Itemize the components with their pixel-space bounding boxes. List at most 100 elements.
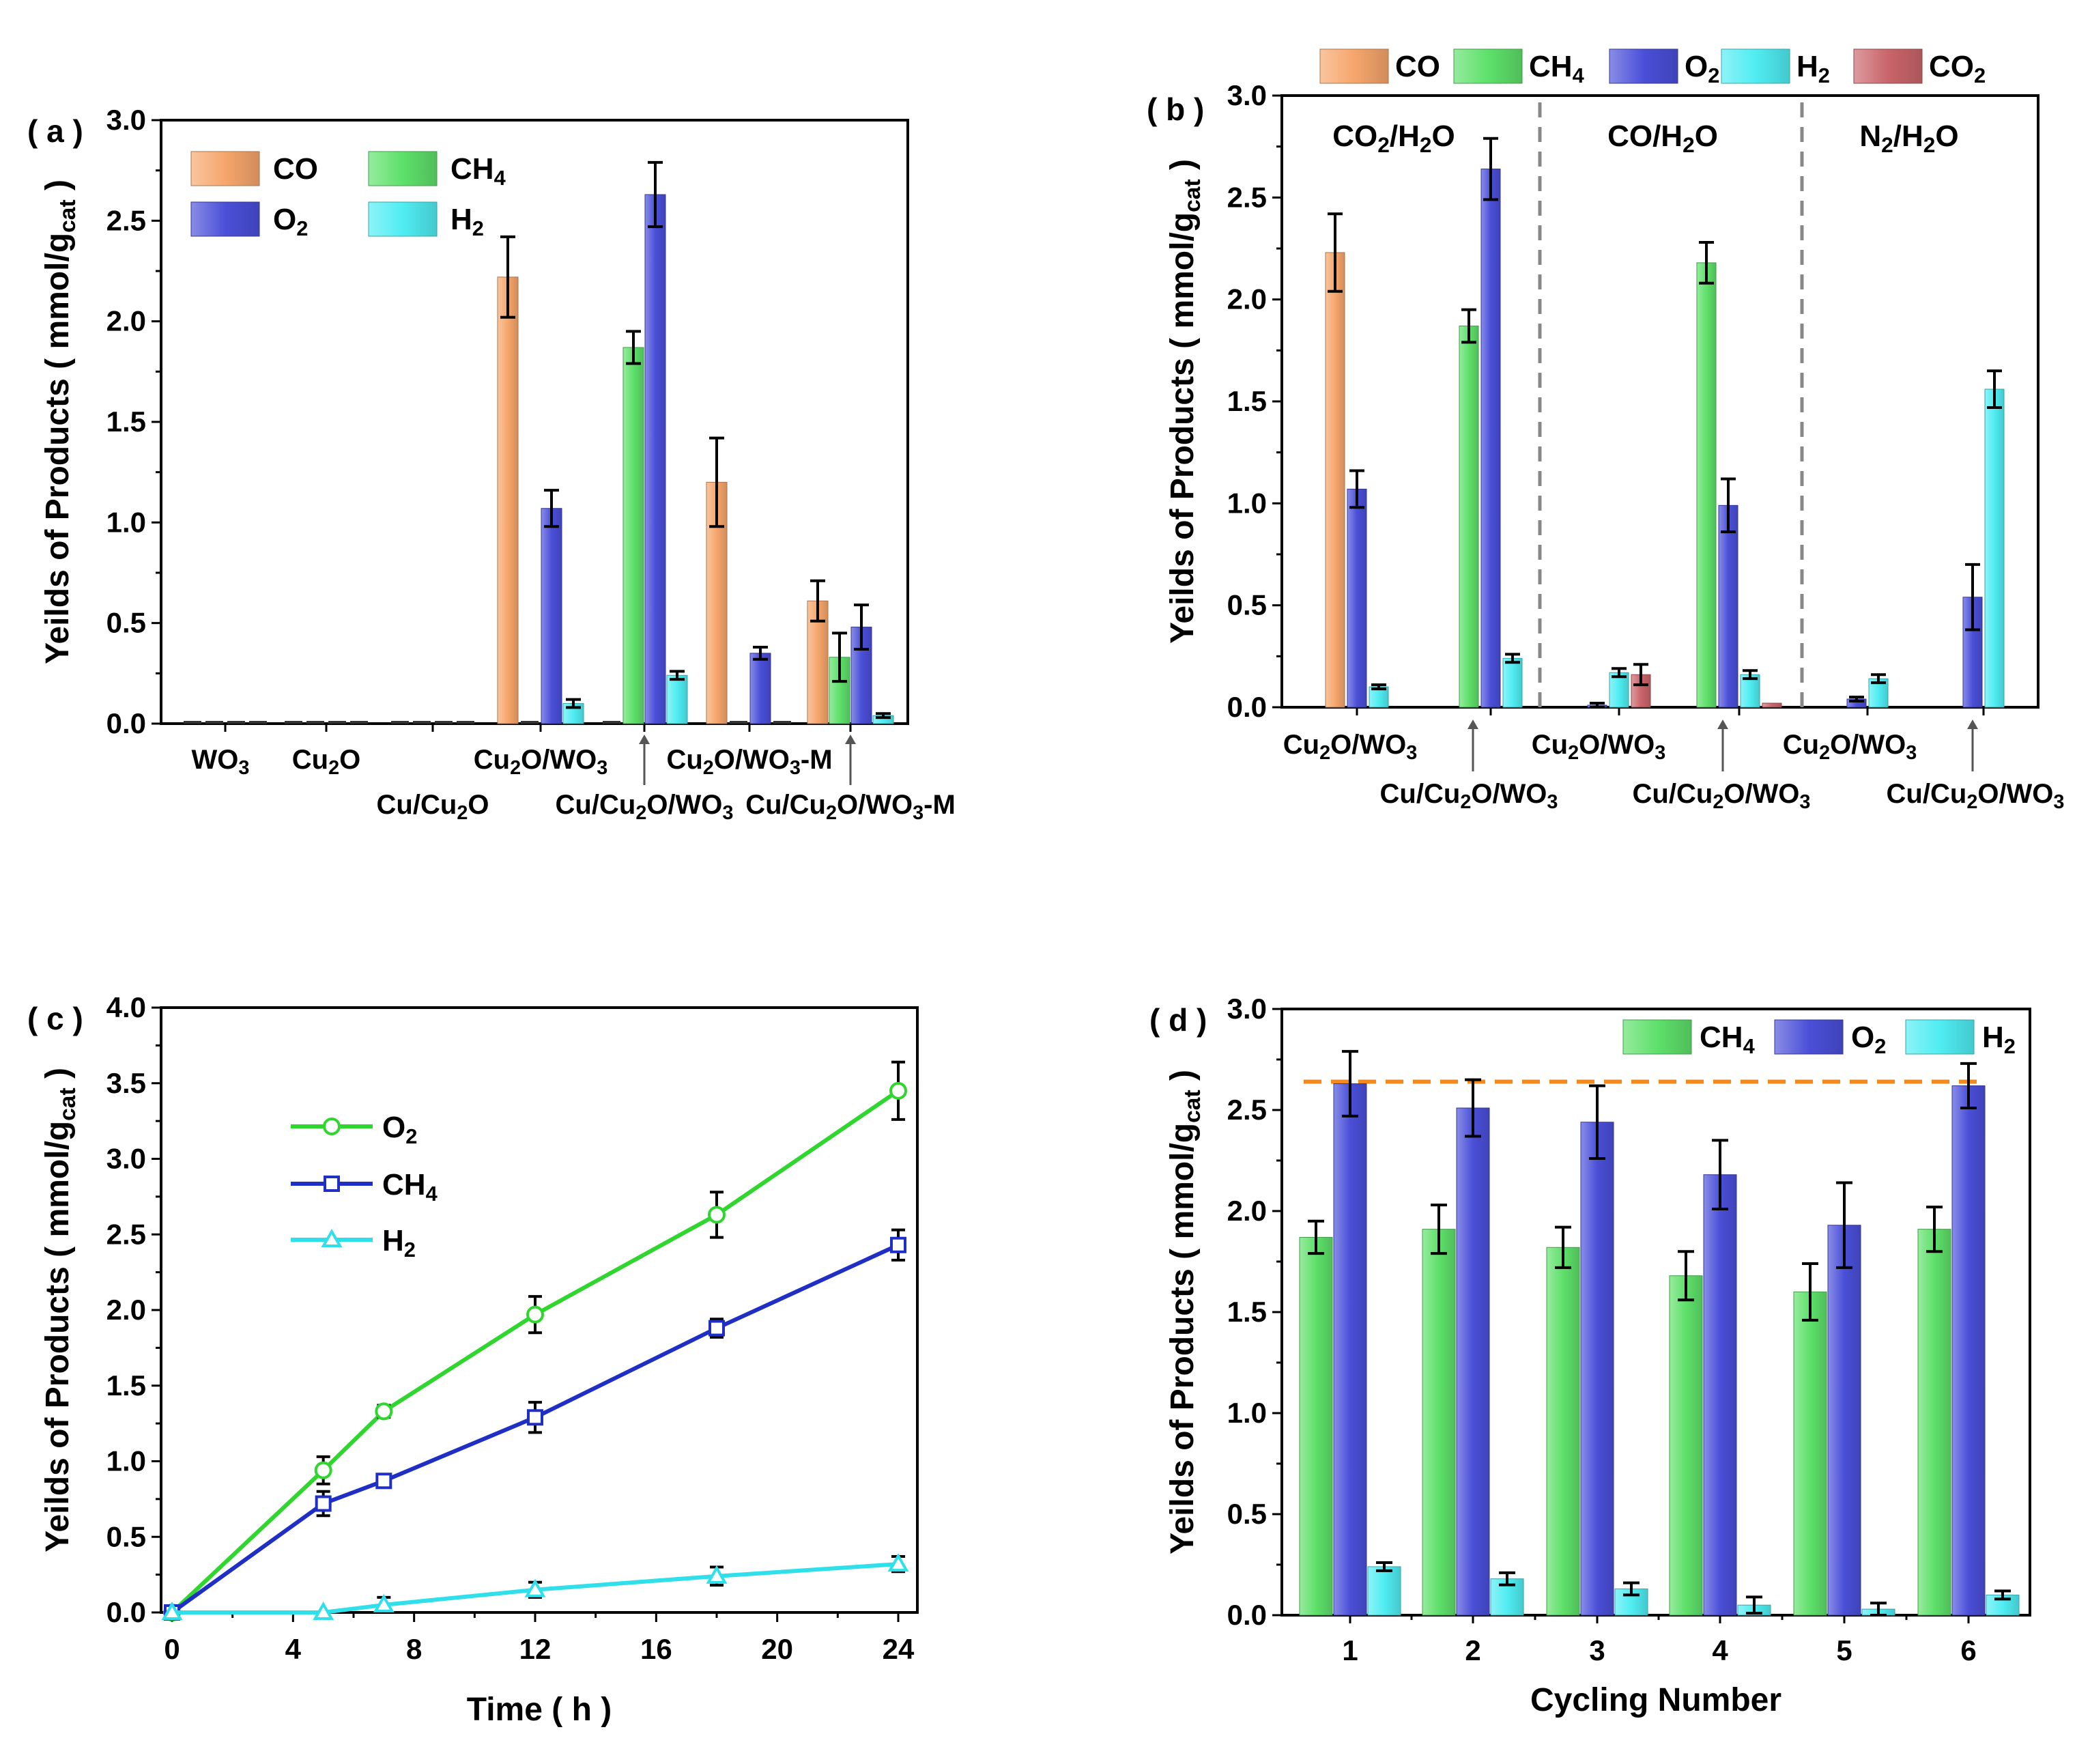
y-tick-label: 0.0 <box>1227 691 1267 723</box>
text-part: 2 <box>1713 791 1723 813</box>
bar-o2 <box>1827 1225 1861 1616</box>
text-part: 3 <box>1406 742 1417 764</box>
y-tick-label: 2.0 <box>106 305 146 337</box>
y-tick-label: 1.0 <box>1227 1397 1267 1429</box>
bar-o2 <box>1718 504 1738 708</box>
text-part: 2 <box>457 802 468 824</box>
y-axis-title-main: Yeilds of Products ( mmol/g <box>40 1121 76 1552</box>
text-part: -M <box>801 745 833 775</box>
legend: CH4 O2 H2 <box>1622 1019 2016 1058</box>
text-part: Cu/Cu <box>1633 779 1713 809</box>
text-part: /H <box>1893 119 1923 153</box>
panel-label: ( d ) <box>1149 1002 1207 1038</box>
legend-text: O <box>273 203 296 236</box>
text-part: O/WO <box>1579 730 1655 760</box>
legend-swatch-o2 <box>1609 48 1678 84</box>
x-tick-label: 20 <box>761 1633 793 1665</box>
legend-sub: 2 <box>1708 63 1719 87</box>
legend-text: H <box>382 1224 404 1257</box>
y-tick-label: 3.5 <box>106 1067 146 1099</box>
bar-o2 <box>541 508 562 724</box>
legend-sub: 2 <box>405 1124 417 1148</box>
data-point <box>527 1409 543 1426</box>
y-tick-label: 1.5 <box>1227 385 1267 417</box>
bar-ch4 <box>1669 1275 1703 1616</box>
text-part: 2 <box>510 757 521 779</box>
legend-label: O2 <box>273 203 308 240</box>
text-part: Cu/Cu <box>556 790 636 820</box>
bar-h2 <box>666 674 688 724</box>
series-line <box>172 1562 899 1614</box>
text-part: O/WO <box>1471 779 1547 809</box>
y-tick-label: 2.5 <box>106 1218 146 1250</box>
text-part: O/WO <box>1330 730 1406 760</box>
series-o2 <box>163 1060 907 1621</box>
x-tick-label: 24 <box>883 1633 915 1665</box>
legend-sub: 4 <box>426 1182 438 1206</box>
category-label: Cu/Cu2O/WO3 <box>1633 779 1811 813</box>
x-tick-label: 4 <box>1712 1634 1728 1666</box>
legend-label: CO <box>273 152 318 186</box>
text-part: 2 <box>1881 132 1893 157</box>
data-point <box>315 1495 332 1512</box>
panel-label: ( c ) <box>27 1001 83 1036</box>
text-part: O <box>1935 119 1958 153</box>
legend-text: CO <box>273 152 318 186</box>
legend-swatch-o2 <box>190 201 260 237</box>
legend-text: CH <box>382 1168 426 1201</box>
text-part: O <box>468 790 489 820</box>
y-axis-title-end: ) <box>40 1068 76 1087</box>
legend-text: CH <box>450 152 494 186</box>
text-part: O <box>339 745 360 775</box>
text-part: O <box>1695 119 1718 153</box>
x-tick-label: 6 <box>1960 1634 1976 1666</box>
text-part: 2 <box>1568 742 1579 764</box>
bar-ch4 <box>1546 1247 1580 1616</box>
data-point <box>375 1473 392 1490</box>
legend-label: H2 <box>1982 1021 2016 1058</box>
y-tick-label: 0.0 <box>106 1596 146 1628</box>
bar-o2 <box>644 194 666 724</box>
panel-label: ( b ) <box>1147 91 1204 127</box>
y-tick-label: 3.0 <box>106 1143 146 1175</box>
data-point <box>890 1236 906 1253</box>
data-point <box>708 1206 726 1224</box>
text-part: /H <box>1390 119 1420 153</box>
bar-co <box>1325 252 1345 708</box>
y-tick-label: 1.5 <box>106 1369 146 1402</box>
text-part: 3 <box>597 757 607 779</box>
legend: CO CH4 O2 H2 CO2 <box>1319 48 1986 87</box>
bar-co <box>497 276 519 724</box>
y-axis-title-sub: cat <box>55 1087 81 1121</box>
text-part: Cu/Cu <box>745 790 826 820</box>
x-tick-label: 4 <box>285 1633 302 1665</box>
legend-marker <box>321 1228 343 1247</box>
y-tick-label: 1.0 <box>1227 487 1267 519</box>
category-label: Cu2O/WO3 <box>1283 730 1417 764</box>
y-axis-title-sub: cat <box>55 199 81 233</box>
text-part: -M <box>924 790 956 820</box>
y-tick-label: 2.0 <box>1227 283 1267 315</box>
category-label: WO3 <box>192 745 250 779</box>
section-title: CO2/H2O <box>1332 119 1455 157</box>
bar-o2 <box>1703 1174 1737 1616</box>
legend-label: O2 <box>382 1111 417 1148</box>
y-tick-label: 0.5 <box>106 607 146 639</box>
y-axis-title: Yeilds of Products ( mmol/gcat ) <box>1164 1070 1205 1554</box>
category-label: Cu/Cu2O/WO3 <box>1887 779 2065 813</box>
x-tick-label: 8 <box>406 1633 422 1665</box>
legend-text: H <box>1982 1021 2004 1054</box>
data-point <box>314 1461 332 1479</box>
text-part: Cu <box>474 745 510 775</box>
y-axis-title-main: Yeilds of Products ( mmol/g <box>40 233 76 664</box>
legend-text: CO <box>1395 50 1440 83</box>
text-part: O/WO <box>521 745 597 775</box>
legend-label: H2 <box>1796 50 1830 87</box>
bar-h2 <box>1609 672 1629 708</box>
panel-d: ( d ) Yeilds of Products ( mmol/gcat ) 0.0… <box>1149 993 2031 1718</box>
bar-h2 <box>1502 657 1523 708</box>
section-title: N2/H2O <box>1859 119 1958 157</box>
series-line <box>171 1243 900 1614</box>
text-part: O <box>1432 119 1455 153</box>
